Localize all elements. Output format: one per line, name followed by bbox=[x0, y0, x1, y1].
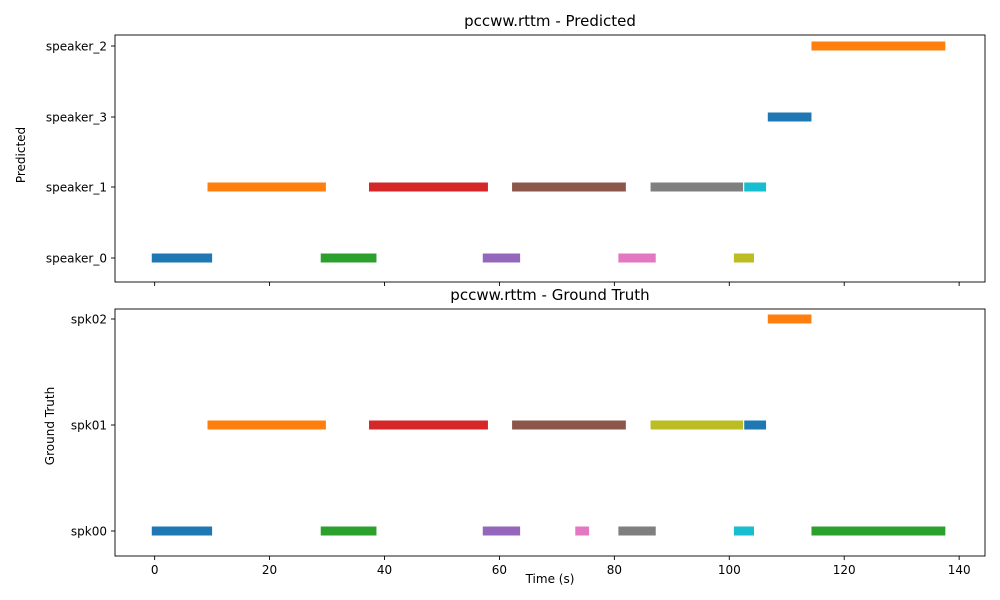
ground-truth-title: pccww.rttm - Ground Truth bbox=[450, 286, 649, 304]
segment-bar-spk01-8 bbox=[651, 421, 744, 430]
y-tick-label-spk00: spk00 bbox=[71, 525, 107, 539]
segment-bar-speaker_3-10 bbox=[768, 113, 812, 122]
segment-bar-spk01-3 bbox=[369, 421, 488, 430]
segment-bar-spk00-7 bbox=[618, 527, 655, 536]
segment-bar-speaker_1-5 bbox=[512, 183, 626, 192]
x-tick-label-40: 40 bbox=[377, 563, 392, 577]
segment-bar-spk02-11 bbox=[768, 315, 812, 324]
y-tick-label-speaker_1: speaker_1 bbox=[46, 181, 107, 195]
segment-bar-speaker_2-11 bbox=[811, 42, 945, 51]
segment-bar-spk01-5 bbox=[512, 421, 626, 430]
segment-bar-speaker_1-3 bbox=[369, 183, 488, 192]
x-axis-label: Time (s) bbox=[525, 572, 575, 586]
x-tick-label-140: 140 bbox=[948, 563, 971, 577]
segment-bar-spk01-10 bbox=[744, 421, 766, 430]
predicted-title: pccww.rttm - Predicted bbox=[464, 12, 636, 30]
x-tick-label-100: 100 bbox=[718, 563, 741, 577]
x-tick-label-0: 0 bbox=[151, 563, 159, 577]
x-tick-label-120: 120 bbox=[833, 563, 856, 577]
ground-truth-ylabel: Ground Truth bbox=[43, 387, 57, 465]
segment-bar-speaker_0-4 bbox=[483, 254, 520, 263]
segment-bar-speaker_0-8 bbox=[734, 254, 754, 263]
segment-bar-spk00-2 bbox=[321, 527, 377, 536]
y-tick-label-spk02: spk02 bbox=[71, 313, 107, 327]
segment-bar-spk00-4 bbox=[483, 527, 520, 536]
segment-bar-spk00-12 bbox=[811, 527, 945, 536]
segment-bar-spk00-6 bbox=[575, 527, 589, 536]
segment-bar-speaker_1-7 bbox=[651, 183, 744, 192]
y-tick-label-speaker_0: speaker_0 bbox=[46, 252, 107, 266]
x-tick-label-60: 60 bbox=[492, 563, 507, 577]
x-tick-label-80: 80 bbox=[607, 563, 622, 577]
y-tick-label-speaker_3: speaker_3 bbox=[46, 111, 107, 125]
predicted-ylabel: Predicted bbox=[14, 127, 28, 183]
segment-bar-spk01-1 bbox=[208, 421, 326, 430]
x-tick-label-20: 20 bbox=[262, 563, 277, 577]
y-tick-label-speaker_2: speaker_2 bbox=[46, 40, 107, 54]
segment-bar-speaker_0-6 bbox=[618, 254, 655, 263]
segment-bar-spk00-0 bbox=[152, 527, 212, 536]
segment-bar-spk00-9 bbox=[734, 527, 754, 536]
segment-bar-speaker_0-2 bbox=[321, 254, 377, 263]
y-tick-label-spk01: spk01 bbox=[71, 419, 107, 433]
segment-bar-speaker_1-1 bbox=[208, 183, 326, 192]
segment-bar-speaker_1-9 bbox=[744, 183, 766, 192]
segment-bar-speaker_0-0 bbox=[152, 254, 212, 263]
